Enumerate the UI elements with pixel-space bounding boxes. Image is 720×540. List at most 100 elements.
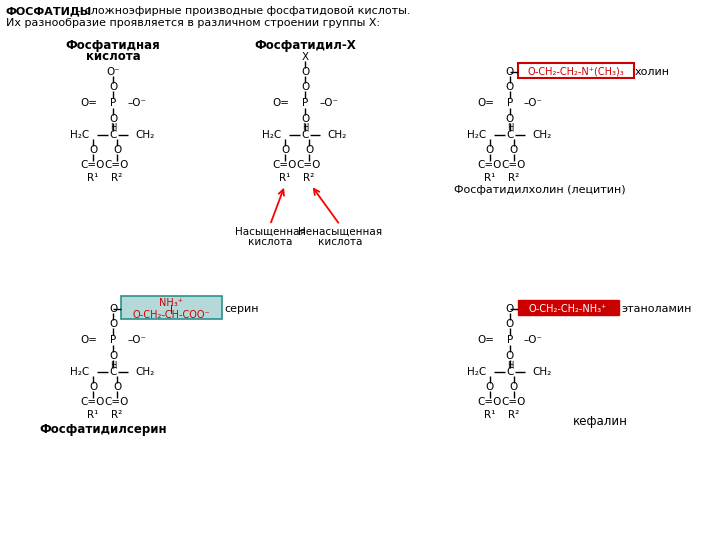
Text: CH₂: CH₂ (327, 130, 346, 140)
Text: O: O (109, 304, 117, 314)
Text: C=O: C=O (81, 397, 105, 407)
Text: O: O (506, 319, 514, 329)
Text: кислота: кислота (86, 50, 140, 63)
Text: этаноламин: этаноламин (621, 304, 691, 314)
FancyBboxPatch shape (120, 295, 222, 319)
Text: O: O (109, 351, 117, 361)
Text: R²: R² (508, 410, 520, 420)
Text: CH₂: CH₂ (135, 367, 154, 377)
Text: O: O (486, 145, 494, 155)
Text: O=: O= (80, 335, 97, 345)
Text: холин: холин (635, 67, 670, 77)
Text: C=O: C=O (502, 397, 526, 407)
Text: H₂C: H₂C (70, 367, 89, 377)
Text: H₂C: H₂C (467, 367, 486, 377)
Text: O-CH₂-CH₂-N⁺(CH₃)₃: O-CH₂-CH₂-N⁺(CH₃)₃ (527, 67, 624, 77)
Text: Насыщенная: Насыщенная (235, 227, 305, 237)
Text: P: P (302, 98, 308, 108)
Text: O: O (89, 145, 97, 155)
Text: O-CH₂-CH₂-NH₃⁺: O-CH₂-CH₂-NH₃⁺ (528, 304, 607, 314)
Text: O: O (506, 304, 514, 314)
Text: R²: R² (112, 173, 122, 183)
Text: –O⁻: –O⁻ (319, 98, 338, 108)
Text: кислота: кислота (248, 237, 292, 247)
Text: O: O (113, 382, 121, 392)
Text: H₂C: H₂C (262, 130, 281, 140)
FancyBboxPatch shape (518, 300, 618, 314)
Text: P: P (110, 335, 116, 345)
Text: O: O (109, 82, 117, 92)
Text: P: P (507, 98, 513, 108)
Text: O⁻: O⁻ (106, 67, 120, 77)
Text: O: O (109, 114, 117, 124)
Text: H: H (110, 124, 116, 132)
Text: Ненасыщенная: Ненасыщенная (298, 227, 382, 237)
Text: C: C (506, 130, 513, 140)
Text: Фосфатидная: Фосфатидная (66, 38, 161, 51)
FancyBboxPatch shape (518, 63, 634, 78)
Text: H: H (507, 124, 513, 132)
Text: – сложноэфирные производные фосфатидовой кислоты.: – сложноэфирные производные фосфатидовой… (72, 6, 410, 16)
Text: серин: серин (224, 304, 258, 314)
Text: R²: R² (508, 173, 520, 183)
Text: O: O (301, 67, 309, 77)
Text: CH₂: CH₂ (532, 130, 552, 140)
Text: Фосфатидилхолин (лецитин): Фосфатидилхолин (лецитин) (454, 185, 626, 195)
Text: O=: O= (272, 98, 289, 108)
Text: |: | (170, 305, 172, 314)
Text: –O⁻: –O⁻ (524, 98, 543, 108)
Text: NH₃⁺: NH₃⁺ (159, 298, 183, 308)
Text: O=: O= (477, 335, 494, 345)
Text: H: H (302, 124, 308, 132)
Text: Их разнообразие проявляется в различном строении группы Х:: Их разнообразие проявляется в различном … (6, 18, 380, 28)
Text: X: X (302, 52, 309, 62)
Text: O-CH₂-CH-COO⁻: O-CH₂-CH-COO⁻ (132, 310, 210, 320)
Text: O: O (109, 319, 117, 329)
Text: C: C (301, 130, 309, 140)
Text: P: P (507, 335, 513, 345)
Text: C: C (109, 130, 117, 140)
Text: O: O (506, 82, 514, 92)
Text: C=O: C=O (81, 160, 105, 170)
Text: ФОСФАТИДЫ: ФОСФАТИДЫ (6, 6, 92, 16)
Text: R¹: R¹ (87, 173, 99, 183)
Text: кефалин: кефалин (572, 415, 627, 429)
Text: R²: R² (303, 173, 315, 183)
Text: R¹: R¹ (485, 410, 495, 420)
Text: O: O (506, 67, 514, 77)
Text: C=O: C=O (105, 160, 129, 170)
Text: кислота: кислота (318, 237, 362, 247)
Text: R¹: R¹ (485, 173, 495, 183)
Text: O=: O= (80, 98, 97, 108)
Text: O: O (510, 382, 518, 392)
Text: O: O (301, 114, 309, 124)
Text: O: O (510, 145, 518, 155)
Text: H: H (110, 361, 116, 369)
Text: C=O: C=O (105, 397, 129, 407)
Text: O: O (89, 382, 97, 392)
Text: CH₂: CH₂ (532, 367, 552, 377)
Text: O: O (281, 145, 289, 155)
Text: P: P (110, 98, 116, 108)
Text: O: O (305, 145, 313, 155)
Text: O=: O= (477, 98, 494, 108)
Text: C=O: C=O (273, 160, 297, 170)
Text: H₂C: H₂C (467, 130, 486, 140)
Text: O: O (486, 382, 494, 392)
Text: C=O: C=O (297, 160, 321, 170)
Text: H: H (507, 361, 513, 369)
Text: C=O: C=O (478, 397, 502, 407)
Text: –O⁻: –O⁻ (127, 335, 146, 345)
Text: O: O (301, 82, 309, 92)
Text: –O⁻: –O⁻ (127, 98, 146, 108)
Text: C=O: C=O (502, 160, 526, 170)
Text: Фосфатидил-Х: Фосфатидил-Х (254, 38, 356, 51)
Text: C: C (109, 367, 117, 377)
Text: H₂C: H₂C (70, 130, 89, 140)
Text: O: O (506, 351, 514, 361)
Text: R¹: R¹ (279, 173, 291, 183)
Text: –O⁻: –O⁻ (524, 335, 543, 345)
Text: R²: R² (112, 410, 122, 420)
Text: C: C (506, 367, 513, 377)
Text: Фосфатидилсерин: Фосфатидилсерин (39, 423, 167, 436)
